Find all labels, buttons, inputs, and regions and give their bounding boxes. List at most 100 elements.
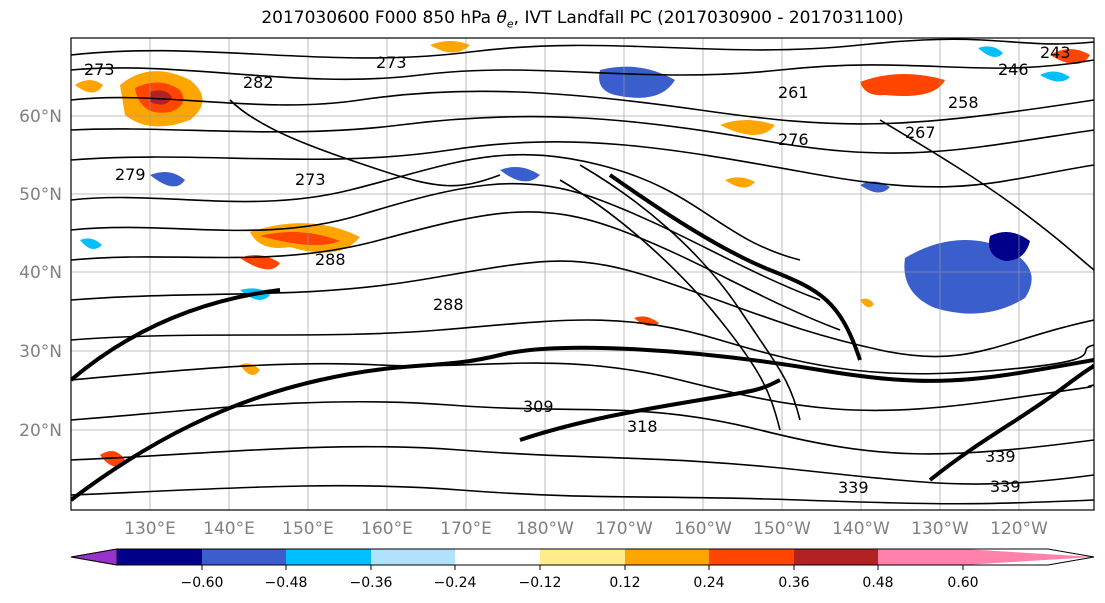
latitude-label: 50°N [19, 185, 62, 205]
colorbar-tick-label: 0.24 [693, 575, 724, 591]
cold-anomaly-patch [1040, 71, 1070, 82]
colorbar-tick-label: −0.12 [519, 575, 562, 591]
warm-anomaly-peak [150, 90, 172, 105]
longitude-label: 150°E [282, 519, 334, 539]
contour-label: 246 [998, 60, 1029, 79]
contour-line [71, 59, 1094, 81]
cold-anomaly-core [989, 232, 1030, 261]
contour-line [71, 141, 1094, 188]
map-frame [70, 37, 1095, 511]
contour-label: 339 [985, 447, 1016, 466]
warm-anomaly-patch [860, 298, 874, 308]
contour-label: 276 [778, 130, 809, 149]
colorbar-tick-label: −0.36 [350, 575, 393, 591]
title-symbol: θ [496, 8, 507, 28]
contour-line [71, 153, 801, 261]
latitude-label: 40°N [19, 263, 62, 283]
contour-label: 261 [778, 83, 809, 102]
contour-line [71, 362, 1094, 412]
warm-anomaly-core [260, 232, 340, 245]
longitude-labels: 130°E 140°E 150°E 160°E 170°E 180°W 170°… [124, 519, 1048, 539]
latitude-label: 20°N [19, 421, 62, 441]
warm-anomaly-patch [725, 177, 755, 188]
contour-line [71, 319, 1094, 375]
map-area: 273 282 279 273 288 288 273 261 276 267 … [70, 37, 1095, 511]
colorbar-bin [794, 549, 878, 565]
warm-anomaly-patch [430, 41, 470, 53]
warm-anomaly-patch [860, 73, 945, 96]
longitude-label: 120°W [990, 519, 1048, 539]
contour-label: 243 [1040, 43, 1071, 62]
warm-anomaly-patch [1050, 49, 1090, 64]
map-title: 2017030600 F000 850 hPa θe, IVT Landfall… [0, 8, 1105, 30]
longitude-label: 170°E [440, 519, 492, 539]
contour-label: 279 [115, 165, 146, 184]
longitude-label: 130°W [911, 519, 969, 539]
dense-contour-band [71, 288, 281, 382]
contour-line [71, 400, 1094, 455]
latitude-label: 30°N [19, 342, 62, 362]
warm-anomaly-patch [634, 316, 659, 327]
colorbar-tick-label: −0.24 [434, 575, 477, 591]
warm-anomaly-patch [720, 120, 775, 135]
cold-anomaly-patch [978, 46, 1003, 57]
colorbar-tick-label: −0.60 [181, 575, 224, 591]
longitude-label: 130°E [124, 519, 176, 539]
colorbar-bin [371, 549, 455, 565]
contour-label: 339 [838, 478, 869, 497]
dense-contour-band [71, 345, 1094, 502]
contour-labels: 273 282 279 273 288 288 273 261 276 267 … [84, 43, 1071, 497]
colorbar-tick-label: −0.48 [265, 575, 308, 591]
warm-anomaly-patch [75, 80, 103, 93]
contour-label: 339 [990, 477, 1021, 496]
contour-label: 258 [948, 93, 979, 112]
colorbar-tick-label: 0.60 [947, 575, 978, 591]
longitude-label: 150°W [753, 519, 811, 539]
longitude-label: 140°E [203, 519, 255, 539]
contour-line [71, 211, 841, 331]
contour-label: 288 [433, 295, 464, 314]
contour-line [71, 484, 1094, 505]
title-suffix: , IVT Landfall PC (2017030900 - 20170311… [513, 8, 904, 28]
colorbar-bin [625, 549, 709, 565]
colorbar-bin [455, 549, 540, 565]
warm-anomaly-patch [240, 254, 280, 270]
colorbar-extend-high [878, 549, 1094, 565]
contour-line [71, 445, 1094, 485]
latitude-label: 60°N [19, 107, 62, 127]
longitude-label: 140°W [832, 519, 890, 539]
title-prefix: 2017030600 F000 850 hPa [261, 8, 497, 28]
contour-label: 309 [523, 397, 554, 416]
contour-line [71, 182, 821, 301]
colorbar-bin [286, 549, 371, 565]
dense-contour-band [928, 363, 1094, 482]
contour-line [879, 119, 1094, 271]
dense-contour-band [519, 378, 781, 442]
colorbar-bin [540, 549, 625, 565]
contour-label: 318 [627, 417, 658, 436]
contour-line [229, 99, 501, 187]
contour-line [71, 115, 1094, 154]
dense-contour-band [608, 173, 862, 361]
contour-line [579, 164, 801, 421]
colorbar-tick-label: 0.48 [862, 575, 893, 591]
colorbar-bin [202, 549, 286, 565]
longitude-label: 160°E [361, 519, 413, 539]
longitude-label: 160°W [674, 519, 732, 539]
title-symbol-subscript: e [506, 17, 514, 31]
contour-line [71, 260, 1094, 358]
colorbar-ticks [201, 565, 964, 570]
contour-label: 273 [84, 60, 115, 79]
colorbar-outline [70, 548, 1095, 566]
contour-label: 273 [295, 170, 326, 189]
contour-label: 273 [376, 53, 407, 72]
colorbar: −0.60 −0.48 −0.36 −0.24 −0.12 0.12 0.24 … [70, 548, 1095, 591]
longitude-label: 180°W [516, 519, 574, 539]
contour-line [71, 38, 1094, 59]
cold-anomaly-patch [500, 166, 540, 182]
theta-e-contours [71, 38, 1094, 505]
contour-label: 288 [315, 250, 346, 269]
cold-anomaly-patch [150, 171, 185, 187]
longitude-label: 170°W [595, 519, 653, 539]
dense-contour-bands [71, 173, 1094, 502]
